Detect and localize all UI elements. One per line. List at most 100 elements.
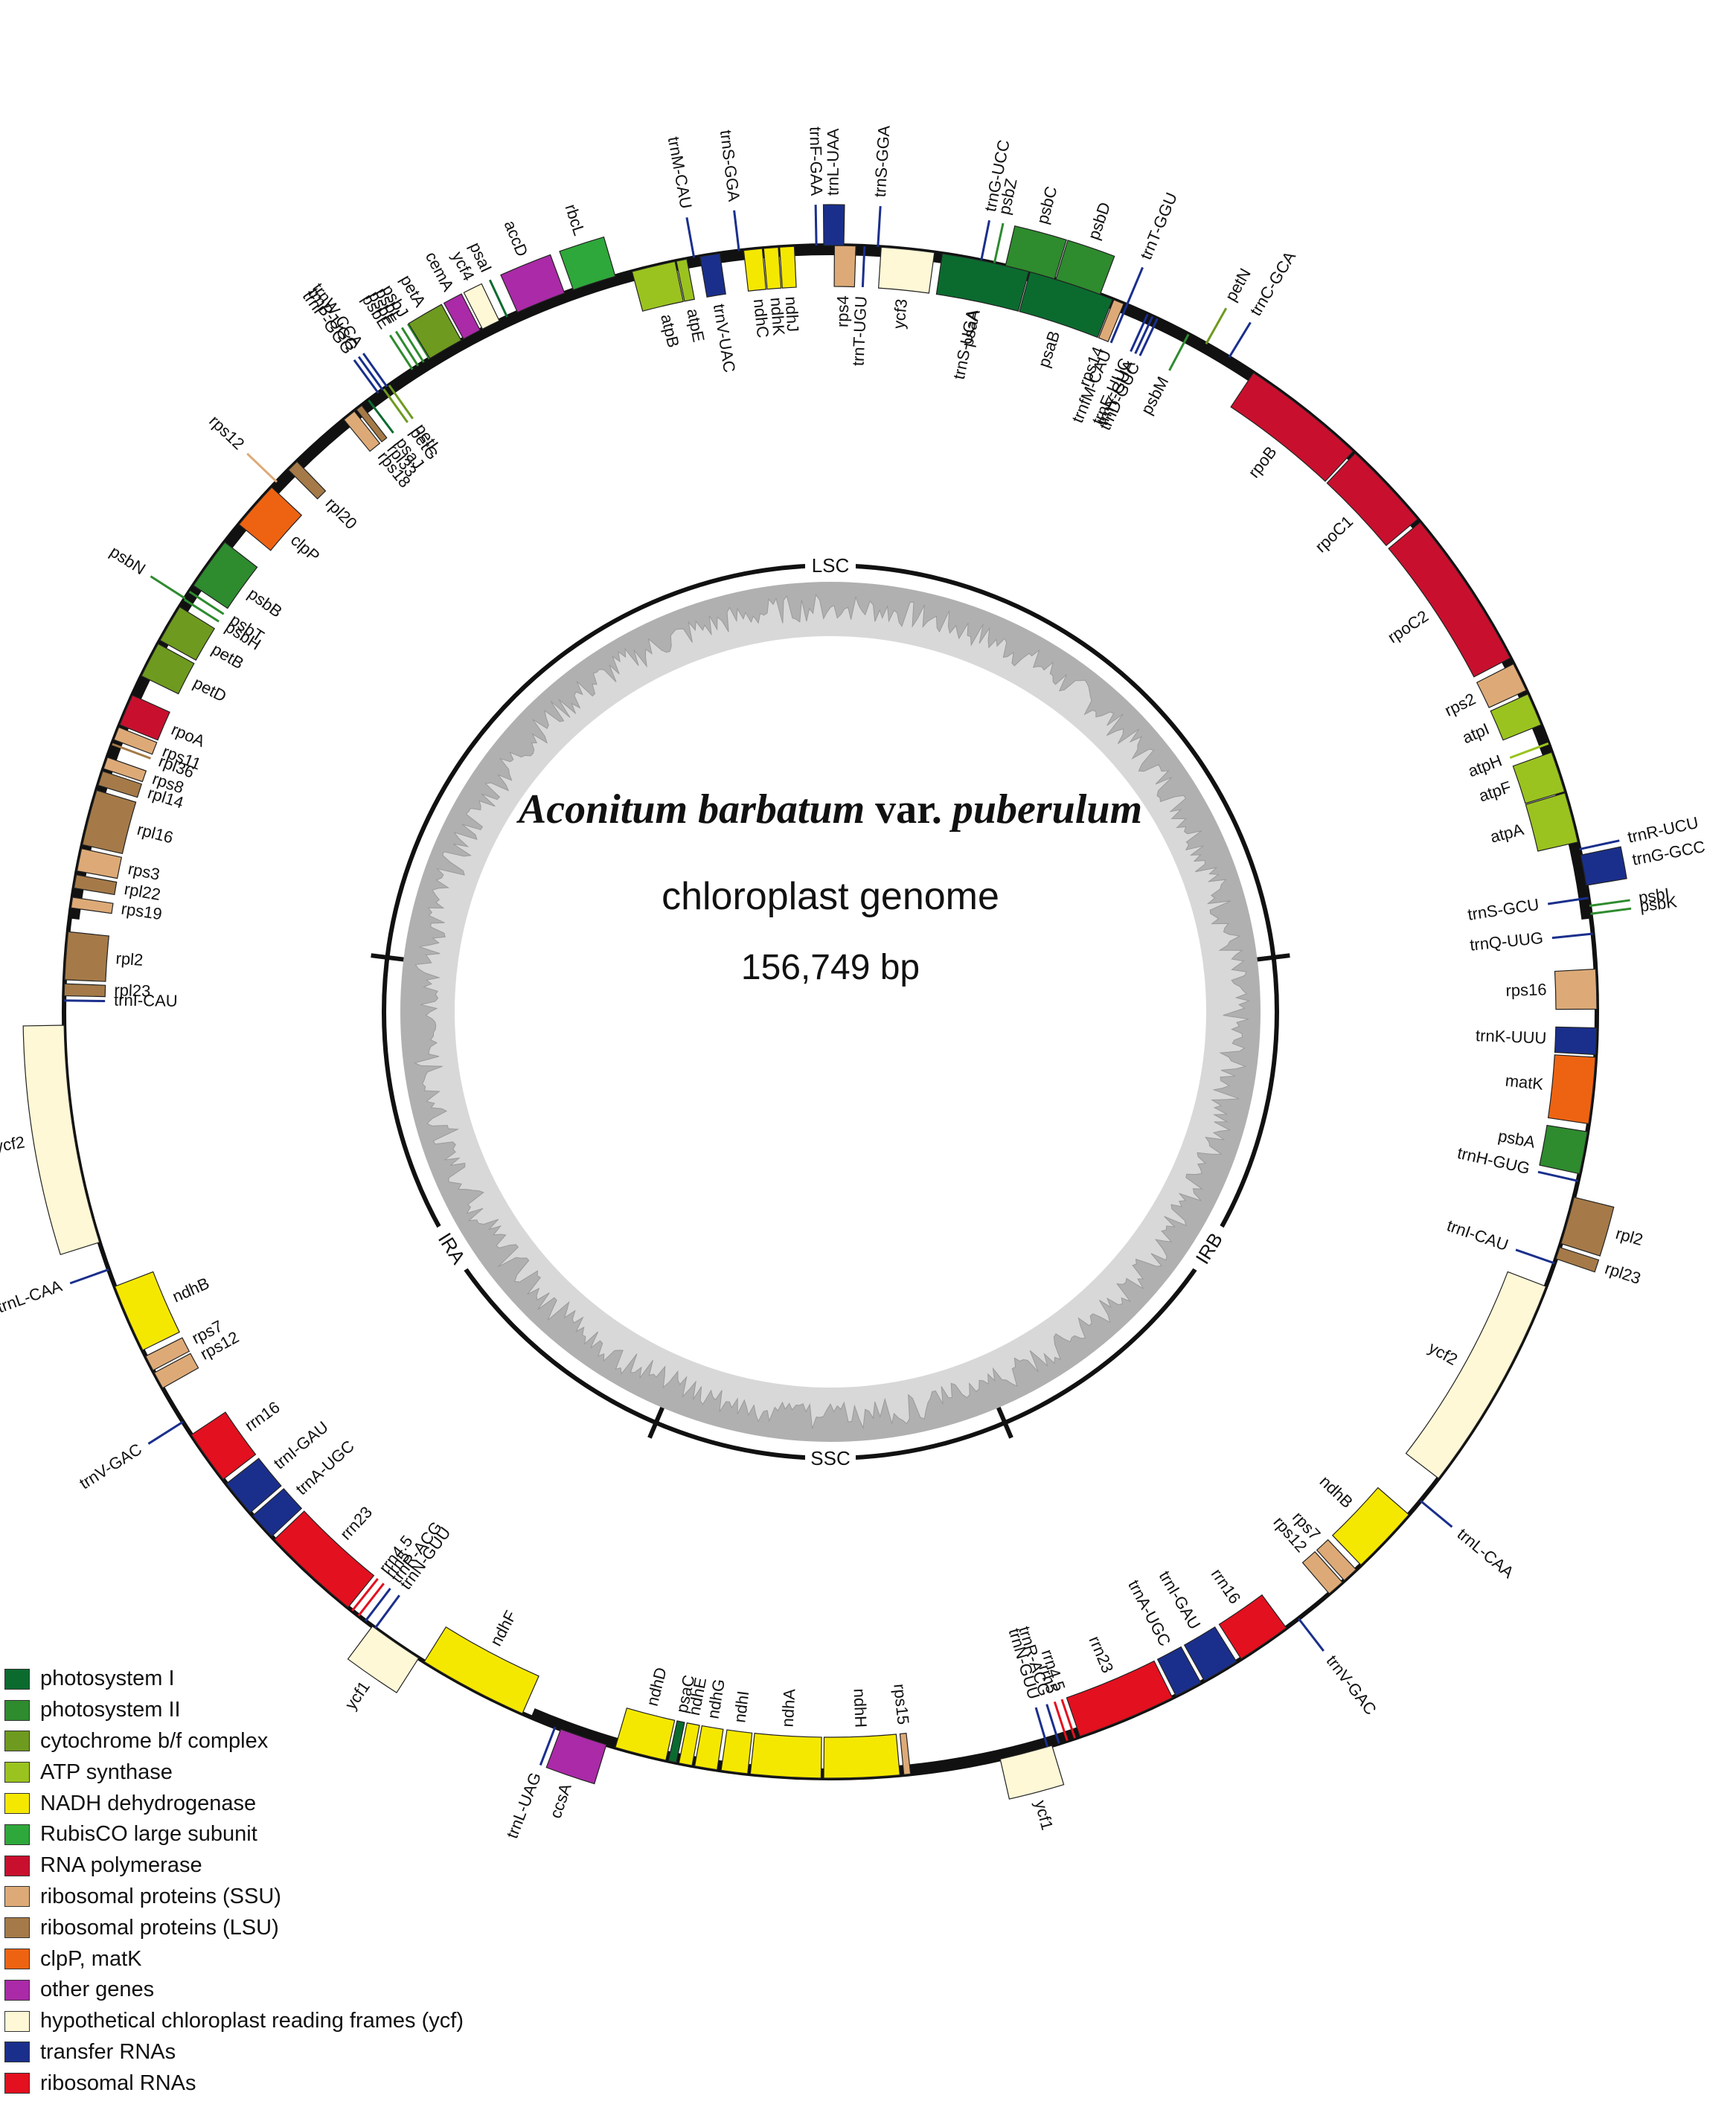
gene-label: atpB <box>657 312 683 350</box>
gene-ndhF <box>423 1626 539 1714</box>
gene-cemA <box>443 293 481 340</box>
gene-psbH <box>183 598 220 623</box>
gene-label: ndhK <box>767 297 789 336</box>
region-label-group: SSC <box>805 1446 856 1470</box>
gene-rps8 <box>103 757 147 783</box>
gene-label: atpH <box>1466 751 1505 780</box>
gene-rpl36 <box>112 743 151 760</box>
legend-swatch <box>4 2042 30 2063</box>
gene-trnC-GCA <box>1228 321 1252 359</box>
gene-psbF <box>394 330 420 367</box>
gene-trnI-GAU <box>225 1457 282 1513</box>
gene-ycf2 <box>22 1024 100 1256</box>
gene-label: petD <box>190 673 230 706</box>
gene-rrn23 <box>1066 1660 1173 1737</box>
gene-label: matK <box>1505 1071 1545 1094</box>
legend-swatch <box>4 2073 30 2094</box>
legend-swatch <box>4 1731 30 1752</box>
gene-label: trnS-GGA <box>871 125 894 198</box>
gene-rrn16 <box>1218 1594 1287 1660</box>
gene-label: atpA <box>1488 820 1525 847</box>
gene-rps3 <box>76 847 123 879</box>
region-boundary-tick <box>1257 953 1290 962</box>
legend-item: photosystem I <box>4 1664 570 1695</box>
gene-rbcL <box>559 236 616 291</box>
gene-rpl22 <box>73 874 118 896</box>
legend-label: RNA polymerase <box>40 1853 202 1878</box>
gene-label: trnI-CAU <box>114 991 178 1010</box>
gene-petL <box>388 384 414 420</box>
gene-trnP-GGG <box>353 359 379 394</box>
gene-trnL-UAA <box>822 204 845 246</box>
gene-label: psaB <box>1034 329 1064 370</box>
gene-label: rpl2 <box>115 949 144 969</box>
gene-psbM <box>1168 333 1190 371</box>
legend-label: ribosomal proteins (SSU) <box>40 1884 281 1908</box>
gene-rps4 <box>833 245 856 288</box>
gene-ndhB <box>114 1271 180 1351</box>
legend-label: other genes <box>40 1978 155 2002</box>
gene-label: accD <box>501 218 532 260</box>
region-label-group: LSC <box>805 554 856 577</box>
gene-trnG-UCC <box>980 219 991 261</box>
gene-trnV-GAC <box>147 1420 184 1445</box>
legend-item: RNA polymerase <box>4 1850 570 1882</box>
gene-psaC <box>667 1720 685 1763</box>
gene-trnK-UUU <box>1554 1026 1598 1056</box>
gene-label: rrn23 <box>336 1503 376 1544</box>
gene-matK <box>1547 1054 1596 1125</box>
gene-psbB <box>193 541 258 609</box>
gene-atpB <box>631 260 684 312</box>
gene-label: trnV-GAC <box>76 1440 145 1493</box>
gene-trnL-UAG <box>539 1726 557 1766</box>
genome-subtitle: chloroplast genome <box>662 875 999 918</box>
gene-ycf2 <box>1405 1271 1547 1479</box>
gene-trnG-GCC <box>1580 846 1627 886</box>
gene-rrn23 <box>274 1510 375 1609</box>
gene-label: ndhH <box>851 1688 871 1728</box>
gene-label: rpl16 <box>135 820 176 847</box>
gene-rpl2 <box>1560 1196 1615 1257</box>
region-label-bg <box>805 1446 856 1470</box>
region-boundary-tick <box>371 953 404 962</box>
gene-psbJ <box>407 323 431 360</box>
gene-rpl14 <box>97 770 143 798</box>
gene-trnP-UGG <box>357 356 384 391</box>
species-name: Aconitum barbatum var. puberulum <box>516 786 1142 833</box>
gene-rpoC1 <box>1326 452 1418 547</box>
legend-swatch <box>4 2010 30 2032</box>
gene-label: trnM-CAU <box>664 135 696 211</box>
gene-trnS-GGA <box>733 210 740 251</box>
gene-label: trnS-GCU <box>1467 895 1540 924</box>
gene-ndhJ <box>779 246 797 289</box>
gene-label: atpE <box>683 307 708 344</box>
gene-clpP <box>238 487 303 551</box>
gene-ycf3 <box>877 246 935 294</box>
gene-label: trnV-UAC <box>710 303 739 374</box>
gene-label: trnV-GAC <box>1323 1652 1380 1719</box>
gene-ndhD <box>615 1707 676 1761</box>
legend-item: cytochrome b/f complex <box>4 1726 570 1757</box>
gene-rps12 <box>153 1353 199 1389</box>
gene-trnA-UGC <box>1156 1646 1202 1697</box>
gene-psbZ <box>993 222 1005 264</box>
gene-label: trnI-CAU <box>1444 1216 1511 1254</box>
gene-label: rbcL <box>561 202 589 237</box>
legend-swatch <box>4 1762 30 1783</box>
gene-label: rps2 <box>1442 690 1479 720</box>
legend-label: clpP, matK <box>40 1946 142 1971</box>
gene-trnR-ACG <box>1045 1704 1060 1744</box>
gene-ccsA <box>545 1728 607 1785</box>
gene-trnS-GCU <box>1547 897 1589 905</box>
gene-trnfM-CAU <box>1109 304 1128 344</box>
gene-label: trnC-GCA <box>1246 248 1300 319</box>
gene-trnT-GGU <box>1125 266 1144 306</box>
legend-label: photosystem I <box>40 1667 175 1691</box>
legend-swatch <box>4 1886 30 1908</box>
gene-label: ndhB <box>1316 1472 1357 1512</box>
gene-petD <box>141 643 195 695</box>
gene-trnN-GUU <box>1034 1707 1049 1748</box>
gene-label: rpl23 <box>1603 1259 1643 1288</box>
legend-item: ribosomal proteins (SSU) <box>4 1882 570 1913</box>
